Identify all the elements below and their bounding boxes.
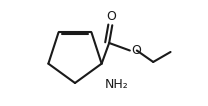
Text: O: O [131,44,141,57]
Text: NH₂: NH₂ [105,78,128,91]
Text: O: O [106,10,116,23]
